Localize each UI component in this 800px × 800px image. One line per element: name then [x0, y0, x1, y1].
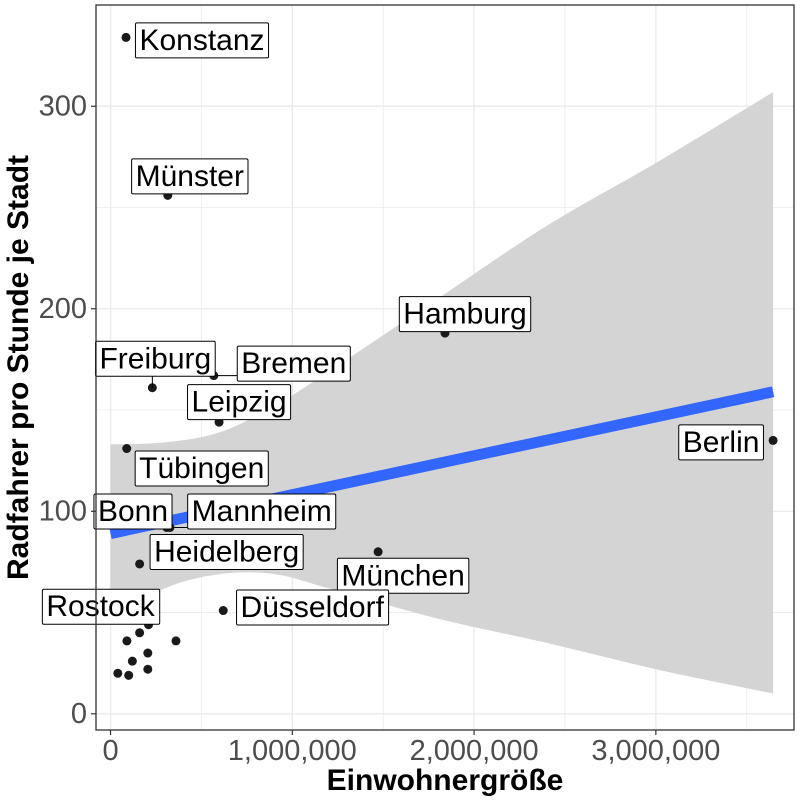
data-point — [143, 648, 153, 658]
point-label: Freiburg — [99, 342, 211, 375]
point-label-box — [41, 588, 161, 625]
point-label-group: München — [336, 557, 470, 594]
y-tick-label: 200 — [39, 293, 87, 325]
point-label-box — [131, 158, 249, 195]
point-label: Bonn — [98, 495, 168, 528]
point-label-group: Leipzig — [187, 384, 292, 421]
y-tick-label: 300 — [39, 90, 87, 122]
x-axis-title: Einwohnergröße — [327, 764, 564, 797]
point-label: Heidelberg — [154, 535, 299, 568]
data-point — [171, 636, 181, 646]
data-point — [143, 664, 153, 674]
point-label-group: Münster — [131, 158, 249, 195]
data-point — [122, 636, 132, 646]
point-label-group: Mannheim — [187, 493, 337, 530]
point-label-group: Hamburg — [398, 296, 532, 333]
point-label-box — [187, 493, 337, 530]
point-label: Mannheim — [192, 495, 332, 528]
point-label-box — [336, 557, 470, 594]
point-label-group: Tübingen — [134, 450, 269, 487]
point-label-group: Bremen — [236, 345, 351, 382]
point-labels: Konstanz Münster Hamburg Bremen Freiburg Leip… — [41, 22, 764, 626]
point-label: Münster — [136, 160, 244, 193]
point-label: Leipzig — [192, 386, 287, 419]
point-label-group: Berlin — [678, 424, 764, 461]
data-point — [127, 656, 137, 666]
point-label-box — [236, 589, 390, 626]
point-label-group: Rostock — [41, 588, 161, 625]
y-tick-label: 0 — [71, 698, 87, 730]
point-label-box — [134, 22, 270, 59]
point-label-box — [398, 296, 532, 333]
x-tick-label: 2,000,000 — [410, 735, 539, 767]
point-label-box — [187, 384, 292, 421]
data-point — [122, 444, 132, 454]
point-label: Konstanz — [139, 24, 264, 57]
point-label-box — [134, 450, 269, 487]
y-axis-title: Radfahrer pro Stunde je Stadt — [2, 155, 35, 580]
point-label: Berlin — [683, 426, 760, 459]
point-label: Düsseldorf — [241, 591, 385, 624]
point-label-box — [678, 424, 764, 461]
point-label: München — [341, 559, 464, 592]
point-label-group: Freiburg — [94, 340, 216, 377]
x-tick-label: 3,000,000 — [591, 735, 720, 767]
data-point — [218, 606, 228, 616]
point-label-box — [149, 533, 304, 570]
y-tick-label: 100 — [39, 495, 87, 527]
point-label: Bremen — [241, 347, 346, 380]
point-label: Tübingen — [139, 452, 264, 485]
point-label: Hamburg — [403, 298, 526, 331]
point-label-group: Düsseldorf — [236, 589, 390, 626]
data-point — [373, 547, 383, 557]
data-point — [135, 628, 145, 638]
data-point — [121, 32, 131, 42]
axes: 0 1,000,000 2,000,000 3,000,000 0 100 200 300 — [39, 90, 721, 767]
point-label: Rostock — [46, 590, 155, 623]
x-tick-label: 0 — [102, 735, 118, 767]
data-point — [135, 559, 145, 569]
data-point — [113, 668, 123, 678]
point-label-box — [236, 345, 351, 382]
data-point — [124, 670, 134, 680]
panel-border — [95, 4, 795, 731]
point-label-group: Bonn — [93, 493, 173, 530]
point-label-group: Konstanz — [134, 22, 270, 59]
point-label-group: Heidelberg — [149, 533, 304, 570]
x-tick-label: 1,000,000 — [228, 735, 357, 767]
data-point — [768, 435, 778, 445]
